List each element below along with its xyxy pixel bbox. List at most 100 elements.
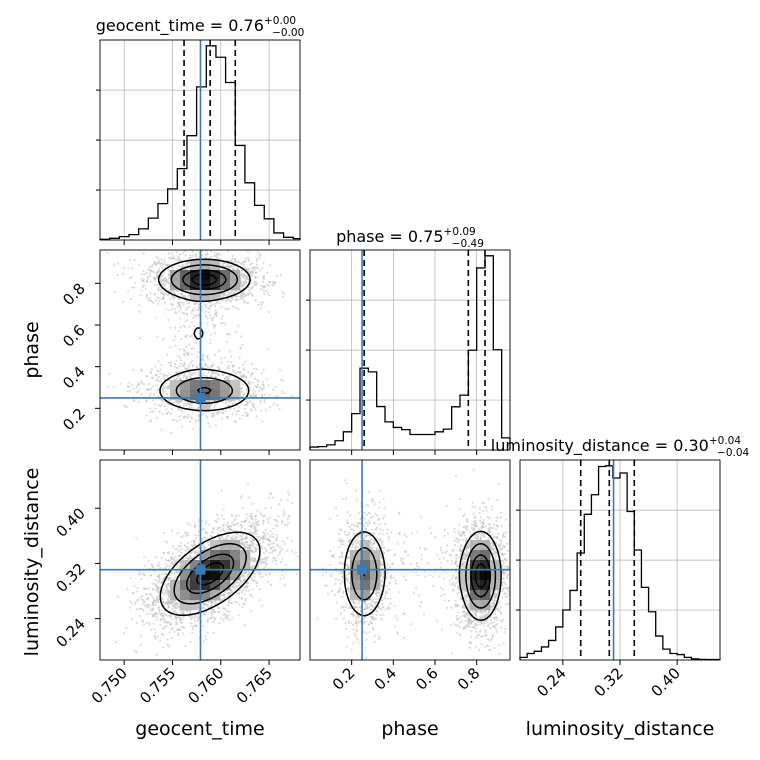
- sample-point: [286, 499, 289, 502]
- sample-point: [204, 310, 207, 313]
- sample-point: [243, 273, 247, 277]
- sample-point: [140, 382, 143, 385]
- sample-point: [250, 393, 253, 397]
- sample-point: [262, 387, 265, 390]
- sample-point: [244, 519, 247, 522]
- sample-point: [278, 503, 281, 506]
- sample-point: [241, 506, 244, 509]
- sample-point: [243, 373, 246, 376]
- sample-point: [265, 538, 269, 541]
- sample-point: [266, 283, 269, 286]
- sample-point: [234, 514, 237, 518]
- sample-point: [218, 350, 221, 353]
- sample-point: [206, 620, 209, 623]
- sample-point: [173, 307, 176, 310]
- sample-point: [158, 578, 161, 581]
- sample-point: [161, 646, 164, 649]
- sample-point: [181, 295, 184, 298]
- sample-point: [221, 314, 224, 317]
- sample-point: [246, 586, 249, 590]
- sample-point: [161, 263, 165, 266]
- sample-point: [186, 402, 189, 405]
- sample-point: [132, 398, 135, 401]
- sample-point: [180, 541, 183, 544]
- sample-point: [250, 408, 253, 412]
- sample-point: [206, 631, 209, 634]
- sample-point: [190, 312, 193, 315]
- sample-point: [165, 353, 169, 356]
- sample-point: [176, 251, 179, 254]
- sample-point: [245, 388, 248, 391]
- sample-point: [166, 374, 169, 377]
- sample-point: [257, 380, 260, 383]
- sample-point: [156, 335, 159, 338]
- sample-point: [206, 246, 208, 248]
- sample-point: [157, 561, 160, 565]
- sample-point: [149, 392, 152, 395]
- sample-point: [214, 251, 217, 254]
- histogram-step: [519, 465, 721, 661]
- sample-point: [276, 404, 279, 407]
- density-cell: [190, 270, 201, 281]
- sample-point: [229, 350, 232, 353]
- density-cell: [200, 380, 211, 391]
- density-cell: [220, 390, 231, 401]
- sample-point: [193, 314, 196, 317]
- sample-point: [173, 362, 176, 366]
- sample-point: [210, 412, 213, 415]
- sample-point: [155, 275, 158, 278]
- sample-point: [242, 579, 245, 582]
- sample-point: [197, 305, 200, 308]
- sample-point: [177, 571, 180, 574]
- sample-point: [187, 557, 190, 560]
- sample-point: [206, 253, 209, 256]
- sample-point: [255, 271, 258, 274]
- y-axis-label-luminosity-distance: luminosity_distance: [21, 468, 43, 657]
- sample-point: [254, 390, 257, 393]
- sample-point: [161, 290, 164, 293]
- sample-point: [204, 304, 207, 307]
- sample-point: [237, 366, 240, 369]
- sample-point: [176, 547, 179, 550]
- density-cell: [180, 390, 191, 401]
- sample-point: [188, 523, 192, 526]
- sample-point: [180, 551, 183, 554]
- sample-point: [165, 601, 168, 605]
- sample-point: [157, 286, 160, 289]
- histogram-step: [309, 255, 511, 450]
- sample-point: [244, 586, 247, 589]
- sample-point: [183, 325, 186, 328]
- sample-point: [225, 535, 228, 538]
- sample-point: [234, 372, 237, 375]
- sample-point: [159, 639, 162, 642]
- x-axis-label-phase: phase: [381, 718, 438, 740]
- sample-point: [175, 378, 178, 381]
- sample-point: [253, 525, 256, 528]
- sample-point: [129, 606, 132, 609]
- sample-point: [226, 610, 229, 613]
- sample-point: [276, 545, 280, 548]
- sample-point: [228, 598, 231, 601]
- sample-point: [283, 392, 286, 395]
- sample-point: [192, 550, 195, 553]
- sample-point: [179, 307, 182, 310]
- sample-point: [254, 276, 257, 279]
- sample-point: [216, 411, 219, 414]
- sample-point: [232, 586, 235, 589]
- sample-point: [180, 425, 184, 428]
- sample-point: [205, 374, 208, 378]
- sample-point: [200, 528, 204, 531]
- sample-point: [164, 264, 167, 267]
- sample-point: [167, 267, 170, 270]
- density-cell: [180, 280, 191, 291]
- sample-point: [242, 572, 245, 575]
- sample-point: [191, 428, 194, 431]
- sample-point: [184, 320, 187, 323]
- sample-point: [216, 413, 219, 416]
- sample-point: [149, 268, 152, 271]
- sample-point: [162, 552, 165, 555]
- sample-point: [174, 365, 177, 368]
- sample-point: [224, 409, 227, 412]
- sample-point: [259, 559, 262, 562]
- sample-point: [270, 547, 273, 550]
